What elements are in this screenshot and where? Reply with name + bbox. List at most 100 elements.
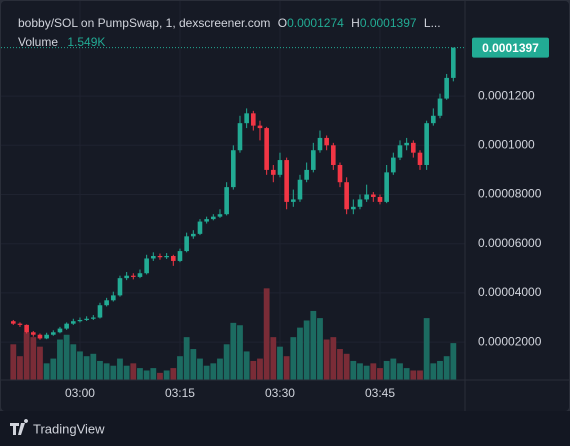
candle-body bbox=[137, 273, 143, 277]
candle-body bbox=[197, 221, 203, 234]
last-price-label: 0.0001397 bbox=[482, 41, 539, 55]
x-tick-label: 03:30 bbox=[265, 386, 295, 400]
candle-body bbox=[431, 115, 436, 124]
volume-bar bbox=[397, 363, 403, 380]
volume-bar bbox=[223, 344, 230, 380]
candle-body bbox=[291, 199, 296, 202]
candle-body bbox=[444, 77, 449, 99]
candle-body bbox=[351, 206, 356, 210]
volume-bar bbox=[410, 370, 417, 380]
volume-bar bbox=[110, 365, 117, 380]
candle-body bbox=[331, 145, 336, 165]
volume-bar bbox=[50, 358, 57, 380]
logo-icon bbox=[10, 419, 29, 435]
volume-layer bbox=[10, 288, 457, 380]
candle-body bbox=[17, 323, 23, 325]
x-tick-label: 03:00 bbox=[65, 386, 95, 400]
volume-bar bbox=[303, 320, 310, 380]
open-value: 0.0001274 bbox=[287, 16, 344, 30]
candle-body bbox=[151, 256, 156, 259]
volume-value: 1.549K bbox=[67, 35, 105, 49]
volume-bar bbox=[383, 360, 390, 380]
candle-body bbox=[91, 317, 96, 319]
grid bbox=[1, 1, 465, 380]
volume-bar bbox=[283, 356, 290, 380]
header: bobby/SOL on PumpSwap, 1, dexscreener.co… bbox=[18, 16, 441, 30]
candle-body bbox=[251, 113, 256, 126]
y-tick-label: 0.00002000 bbox=[478, 334, 542, 348]
candle-body bbox=[271, 169, 276, 175]
candle-body bbox=[391, 157, 396, 173]
candle-body bbox=[437, 98, 443, 116]
candle-body bbox=[177, 251, 183, 261]
volume-bar bbox=[357, 363, 363, 380]
volume-bar bbox=[57, 339, 63, 380]
volume-bar bbox=[230, 322, 237, 380]
y-tick-label: 0.00008000 bbox=[478, 187, 542, 201]
volume-bar bbox=[317, 318, 323, 380]
candle-body bbox=[157, 256, 163, 258]
volume-bar bbox=[450, 343, 457, 380]
y-tick-label: 0.00004000 bbox=[478, 285, 542, 299]
volume-bar bbox=[90, 353, 97, 380]
volume-bar bbox=[143, 370, 150, 380]
candle-body bbox=[164, 256, 169, 258]
volume-bar bbox=[417, 370, 423, 380]
high-value: 0.0001397 bbox=[360, 16, 417, 30]
volume-bar bbox=[97, 360, 103, 380]
volume-bar bbox=[270, 337, 277, 380]
candle-body bbox=[231, 150, 236, 188]
candle-body bbox=[31, 332, 36, 335]
volume-bar bbox=[183, 337, 190, 380]
volume-bar bbox=[237, 325, 243, 380]
y-tick-label: 0.0001200 bbox=[478, 88, 535, 102]
volume-bar bbox=[30, 337, 37, 380]
candle-body bbox=[317, 137, 323, 151]
volume-bar bbox=[350, 360, 357, 380]
volume-bar bbox=[203, 365, 210, 380]
chart-panel bbox=[1, 1, 569, 411]
candle-body bbox=[97, 305, 103, 318]
volume-bar bbox=[430, 363, 437, 380]
candle-body bbox=[304, 169, 309, 180]
low-label: L... bbox=[424, 16, 441, 30]
candle-body bbox=[24, 324, 29, 333]
candle-body bbox=[117, 278, 123, 296]
volume-bar bbox=[330, 337, 337, 380]
candle-body bbox=[244, 113, 249, 124]
volume-bar bbox=[17, 356, 23, 380]
candle-body bbox=[131, 275, 136, 277]
volume-bar bbox=[437, 360, 443, 380]
candle-body bbox=[171, 256, 176, 261]
volume-bar bbox=[157, 372, 163, 380]
candle-body bbox=[104, 300, 109, 306]
volume-bar bbox=[37, 346, 43, 380]
x-tick-label: 03:45 bbox=[365, 386, 395, 400]
volume-header: Volume 1.549K bbox=[18, 35, 105, 49]
y-tick-label: 0.00006000 bbox=[478, 236, 542, 250]
candle-body bbox=[211, 216, 216, 220]
candle-body bbox=[37, 334, 43, 339]
volume-bar bbox=[190, 349, 197, 380]
candle-body bbox=[357, 199, 363, 207]
axes: 0.0001200 0.0001000 0.00008000 0.00006000 0.… bbox=[1, 37, 549, 400]
volume-bar bbox=[103, 363, 110, 380]
candle-body bbox=[237, 123, 243, 151]
volume-bar bbox=[77, 351, 83, 380]
volume-bar bbox=[443, 356, 450, 380]
candle-body bbox=[264, 128, 269, 170]
candle-body bbox=[371, 194, 376, 197]
candle-body bbox=[204, 219, 209, 222]
candle-body bbox=[224, 187, 229, 215]
footer-text: TradingView bbox=[33, 421, 105, 436]
y-tick-label: 0.0001000 bbox=[478, 137, 535, 151]
chart-title: bobby/SOL on PumpSwap, 1, dexscreener.co… bbox=[18, 16, 270, 30]
volume-bar bbox=[390, 358, 397, 380]
candle-body bbox=[77, 319, 83, 322]
volume-bar bbox=[263, 288, 270, 380]
volume-bar bbox=[277, 346, 283, 380]
candle-body bbox=[57, 328, 63, 333]
volume-bar bbox=[63, 334, 70, 380]
